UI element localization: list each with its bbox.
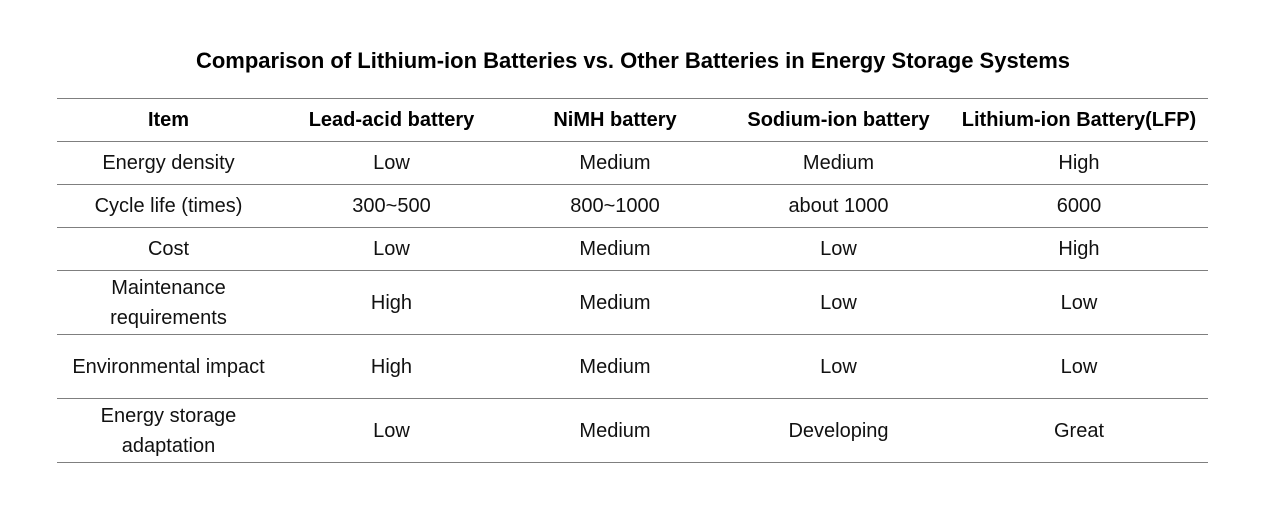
table-cell: Medium bbox=[503, 227, 727, 271]
table-cell: Low bbox=[727, 334, 950, 399]
table-row: Maintenance requirements High Medium Low… bbox=[57, 270, 1208, 335]
row-label: Energy storage adaptation bbox=[57, 398, 280, 463]
table-cell: Low bbox=[280, 141, 503, 185]
table-row: Cost Low Medium Low High bbox=[57, 227, 1208, 271]
header-item: Item bbox=[57, 98, 280, 142]
table-cell: 800~1000 bbox=[503, 184, 727, 228]
comparison-table: Item Lead-acid battery NiMH battery Sodi… bbox=[57, 98, 1208, 463]
table-cell: Medium bbox=[503, 334, 727, 399]
header-sodium-ion: Sodium-ion battery bbox=[727, 98, 950, 142]
header-lithium-ion: Lithium-ion Battery(LFP) bbox=[950, 98, 1208, 142]
table-cell: Low bbox=[727, 270, 950, 335]
table-cell: Medium bbox=[503, 270, 727, 335]
row-label: Cycle life (times) bbox=[57, 184, 280, 228]
table-header-row: Item Lead-acid battery NiMH battery Sodi… bbox=[57, 98, 1208, 142]
table-row: Energy density Low Medium Medium High bbox=[57, 141, 1208, 185]
table-cell: Medium bbox=[727, 141, 950, 185]
row-label: Energy density bbox=[57, 141, 280, 185]
table-row: Cycle life (times) 300~500 800~1000 abou… bbox=[57, 184, 1208, 228]
table-cell: Developing bbox=[727, 398, 950, 463]
table-cell: Low bbox=[280, 398, 503, 463]
table-cell: High bbox=[950, 141, 1208, 185]
table-cell: Medium bbox=[503, 141, 727, 185]
row-label: Cost bbox=[57, 227, 280, 271]
table-row: Energy storage adaptation Low Medium Dev… bbox=[57, 398, 1208, 463]
table-cell: about 1000 bbox=[727, 184, 950, 228]
header-lead-acid: Lead-acid battery bbox=[280, 98, 503, 142]
table-cell: High bbox=[280, 270, 503, 335]
table-cell: High bbox=[950, 227, 1208, 271]
table-cell: Low bbox=[950, 270, 1208, 335]
table-cell: Low bbox=[280, 227, 503, 271]
row-label: Maintenance requirements bbox=[57, 270, 280, 335]
table-cell: Great bbox=[950, 398, 1208, 463]
table-title: Comparison of Lithium-ion Batteries vs. … bbox=[195, 48, 1071, 73]
table-cell: Low bbox=[950, 334, 1208, 399]
row-label: Environmental impact bbox=[57, 334, 280, 399]
table-row: Environmental impact High Medium Low Low bbox=[57, 334, 1208, 399]
table-cell: High bbox=[280, 334, 503, 399]
header-nimh: NiMH battery bbox=[503, 98, 727, 142]
table-cell: 300~500 bbox=[280, 184, 503, 228]
table-cell: Medium bbox=[503, 398, 727, 463]
table-cell: Low bbox=[727, 227, 950, 271]
table-cell: 6000 bbox=[950, 184, 1208, 228]
